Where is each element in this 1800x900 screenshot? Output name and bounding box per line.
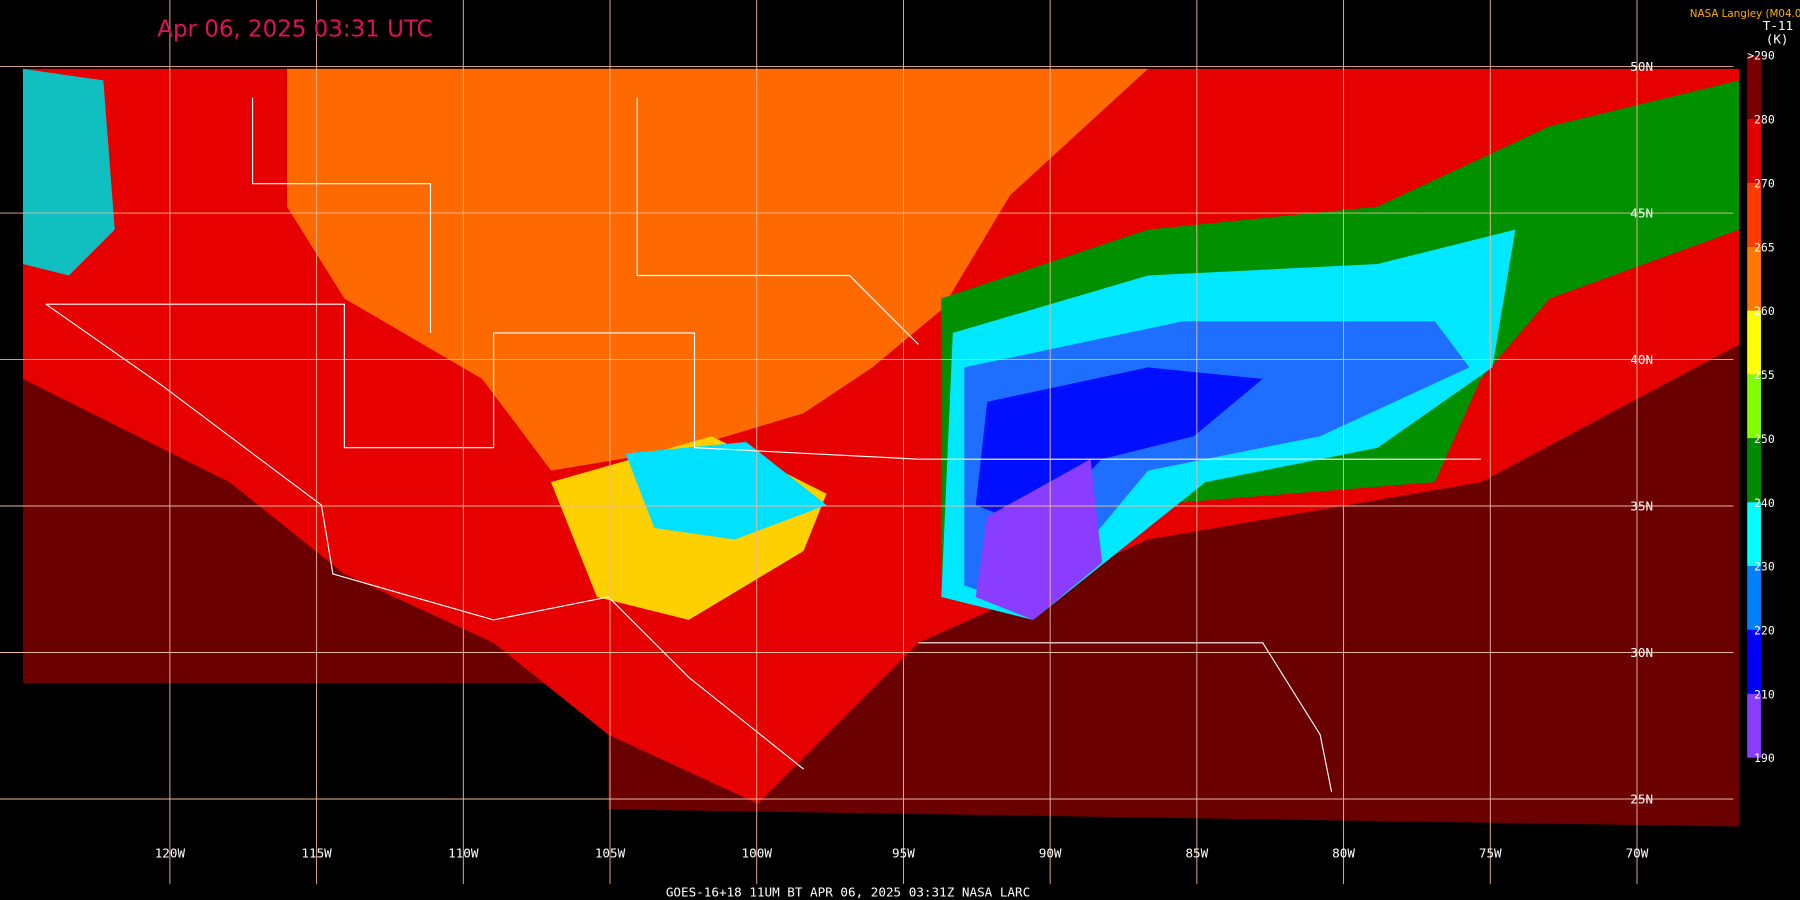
colorbar-label: 220 xyxy=(1754,624,1775,638)
grid: 120W 115W 110W 105W 100W 95W 90W 85W 80W 75W 70W 50… xyxy=(0,0,1734,884)
colorbar-segment xyxy=(1747,502,1761,567)
cyan-blob xyxy=(625,441,827,540)
colorbar-label: 240 xyxy=(1754,496,1775,510)
latitude-label: 30N xyxy=(1630,645,1653,660)
purple-region xyxy=(975,459,1103,620)
longitude-label: 95W xyxy=(892,846,915,861)
colorbar-label: >290 xyxy=(1747,49,1775,63)
colorbar-segment xyxy=(1747,246,1761,311)
footer: GOES-16+18 11UM BT APR 06, 2025 03:31Z N… xyxy=(666,885,1030,900)
colorbar-segment xyxy=(1747,374,1761,439)
latitude-label: 25N xyxy=(1630,792,1653,807)
cyan-northwest xyxy=(22,68,115,276)
longitude-label: 70W xyxy=(1626,846,1649,861)
colorbar-segment xyxy=(1747,182,1761,247)
colorbar-label: 190 xyxy=(1754,751,1775,765)
colorbar-segment xyxy=(1747,438,1761,503)
colorbar-label: 250 xyxy=(1754,432,1775,446)
longitude-label: 75W xyxy=(1479,846,1502,861)
colorbar-label: 265 xyxy=(1754,240,1775,254)
imagery xyxy=(22,68,1740,827)
state-border xyxy=(45,303,1481,460)
colorbar-segment xyxy=(1747,629,1761,694)
longitude-label: 80W xyxy=(1332,846,1355,861)
longitude-label: 85W xyxy=(1185,846,1208,861)
colorbar-label: 270 xyxy=(1754,176,1775,190)
credit: NASA Langley (M04.0) xyxy=(1690,8,1800,20)
colorbar-segment xyxy=(1747,310,1761,375)
longitude-label: 110W xyxy=(448,846,479,861)
orange-region xyxy=(286,68,1148,471)
colorbar-label: 230 xyxy=(1754,560,1775,574)
longitude-label: 100W xyxy=(742,846,773,861)
longitude-label: 90W xyxy=(1039,846,1062,861)
colorbar-segment xyxy=(1747,118,1761,183)
timestamp: Apr 06, 2025 03:31 UTC xyxy=(157,17,432,43)
colorbar: >290 280 270 265 260 255 250 240 230 220 210 190 xyxy=(1747,49,1775,766)
colorbar-segment xyxy=(1747,693,1761,758)
coast-border xyxy=(45,303,804,770)
borders xyxy=(45,97,1481,793)
longitude-label: 115W xyxy=(301,846,332,861)
latitude-label: 35N xyxy=(1630,499,1653,514)
colorbar-segment xyxy=(1747,566,1761,630)
state-border xyxy=(251,97,432,333)
colorbar-label: 280 xyxy=(1754,113,1775,127)
colorbar-label: 210 xyxy=(1754,687,1775,701)
colorbar-label: 255 xyxy=(1754,368,1775,382)
colorbar-segment xyxy=(1747,55,1761,119)
latitude-label: 45N xyxy=(1630,206,1653,221)
legend-title: T-11 xyxy=(1763,18,1793,33)
state-border xyxy=(636,97,919,345)
gulf-coast xyxy=(918,642,1333,793)
latitude-label: 50N xyxy=(1630,59,1653,74)
latitude-label: 40N xyxy=(1630,352,1653,367)
colorbar-label: 260 xyxy=(1754,304,1775,318)
legend-unit: (K) xyxy=(1766,32,1789,47)
longitude-label: 105W xyxy=(595,846,626,861)
longitude-label: 120W xyxy=(155,846,186,861)
